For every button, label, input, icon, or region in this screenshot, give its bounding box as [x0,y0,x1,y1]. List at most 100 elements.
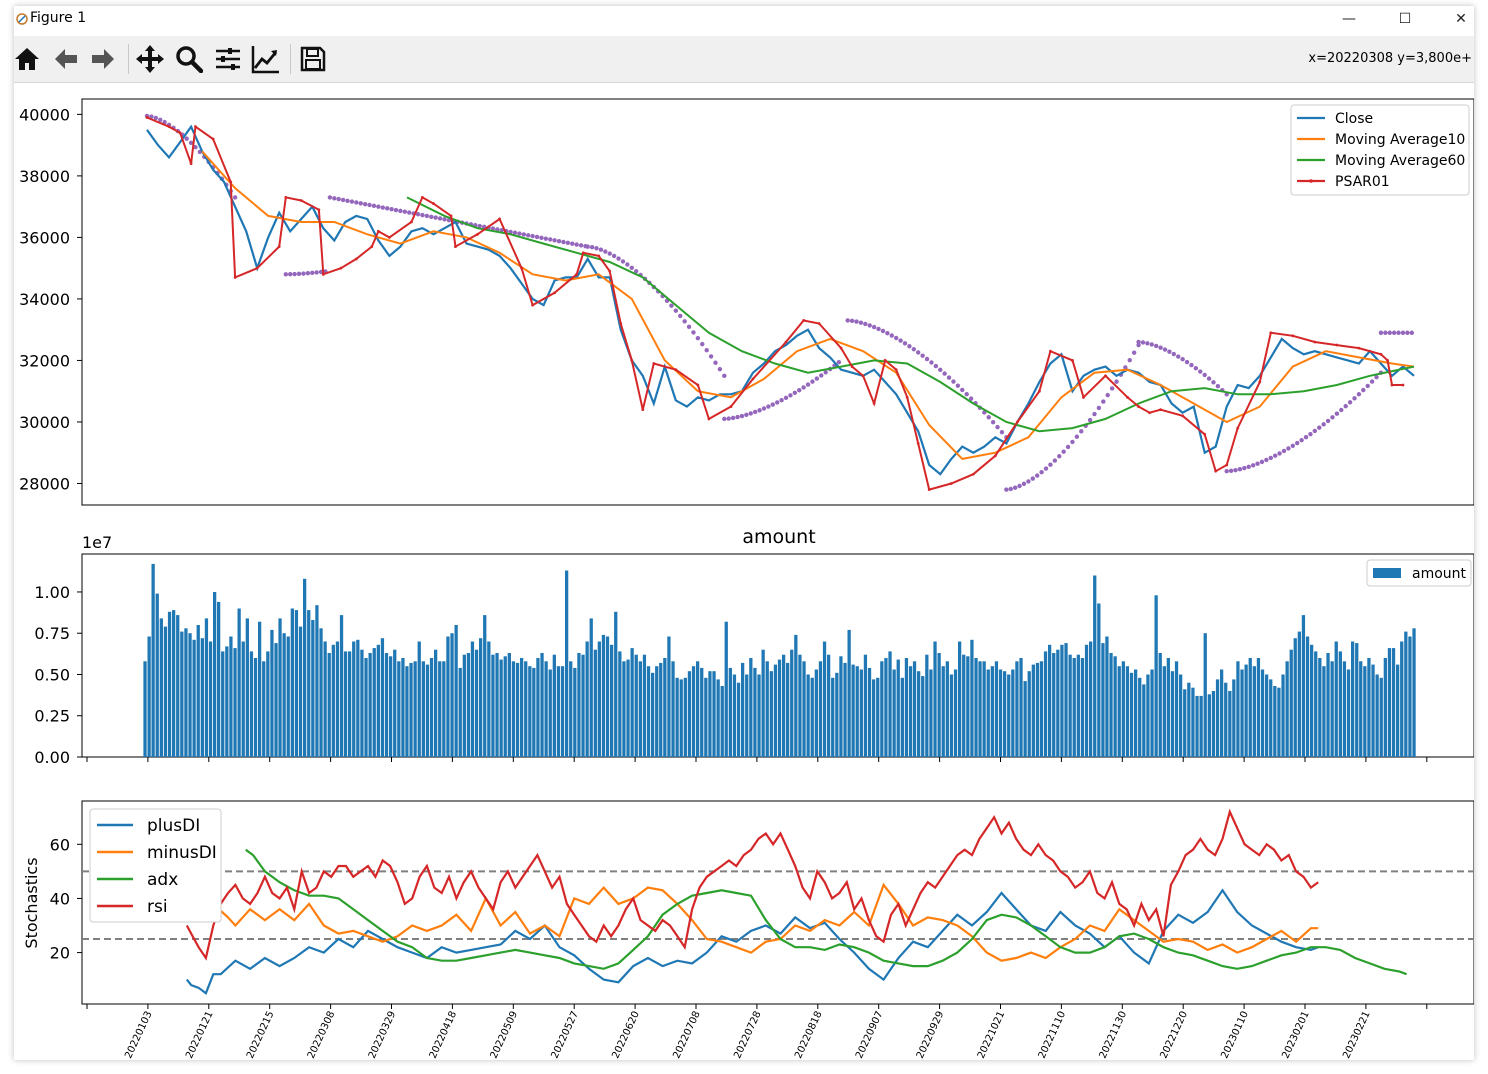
amount-bar [663,658,667,757]
amount-bar [343,651,348,757]
amount-bar [167,611,172,757]
psar-marker [722,416,727,422]
legend-marker-psar01 [1309,179,1313,183]
amount-bar [335,641,340,757]
psar-marker [1162,347,1168,352]
amount-bar [1052,653,1056,757]
amount-bar [855,666,859,757]
psar-marker [1365,383,1370,389]
amount-bar [671,661,675,757]
amount-bar [1023,681,1027,757]
amount-bar [397,661,401,757]
figure-canvas[interactable]: 28000 30000 32000 34000 36000 38000 40000 Clos… [14,83,1474,1060]
amount-bar [1076,654,1080,757]
psar01-point [784,340,788,344]
psar-marker [574,242,579,247]
amount-bar [917,671,921,757]
psar-marker [1369,379,1375,384]
home-button[interactable] [10,42,44,76]
psar-marker [283,272,289,277]
psar01-point [194,125,197,129]
amount-bar [327,653,331,757]
amount-bar [560,666,565,757]
psar-marker [1281,448,1287,454]
psar-marker [296,271,302,277]
minimize-button[interactable]: — [1342,11,1356,27]
stochastics-x-tick-label: 20220620 [610,1010,641,1060]
price-y-tick-label: 38000 [19,167,70,186]
amount-bar [970,639,974,757]
psar01-point [432,202,435,205]
psar01-point [1269,331,1273,335]
amount-bar [1363,666,1367,757]
zoom-button[interactable] [172,42,206,76]
psar-marker [726,416,731,421]
amount-bar [626,659,630,757]
amount-bar [303,578,307,757]
amount-bar [1248,658,1252,757]
psar-marker [1198,369,1203,374]
psar01-point [729,405,733,408]
stochastics-x-tick-label: 20220929 [915,1010,946,1060]
price-y-tick-label: 30000 [19,413,70,432]
forward-button[interactable] [86,42,120,76]
psar-marker [1334,411,1340,416]
psar-marker [1176,354,1181,359]
psar-marker [362,201,368,207]
psar-marker [911,347,917,352]
amount-bar [1084,644,1089,757]
psar-marker [682,319,687,324]
series-line-rsi [185,808,1319,961]
psar01-point [993,454,997,458]
stochastics-x-tick-label: 20230221 [1341,1010,1372,1060]
amount-bar [315,605,319,757]
psar-marker [1136,339,1141,345]
edit-axis-button[interactable] [249,42,283,76]
psar01-point [927,488,931,492]
series-line-moving-average60 [406,196,1415,433]
home-icon [15,48,39,70]
amount-y-tick-label: 0.75 [34,624,70,643]
stochastics-legend-box [89,808,222,923]
maximize-button[interactable]: ☐ [1398,11,1412,27]
psar-marker [766,404,771,409]
amount-bar [1359,661,1363,757]
psar-marker [389,207,394,212]
amount-bar [1150,669,1154,757]
pan-button[interactable] [133,42,167,76]
psar-marker [512,230,518,235]
psar-marker [407,210,412,215]
psar-marker [1127,357,1132,363]
psar-marker [499,228,504,233]
psar-marker [722,373,727,379]
configure-subplots-button[interactable] [211,42,245,76]
amount-bar [307,610,311,757]
amount-bar [749,658,753,757]
psar-marker [629,265,634,270]
psar-marker [433,215,438,220]
psar-marker [402,209,408,214]
price-legend-entries: Close Moving Average10 Moving Average60 PSA… [1297,111,1465,190]
amount-bar [258,621,262,757]
stochastics-legend: plusDI minusDI adx rsi [89,808,222,923]
amount-y-tick-label: 1.00 [34,583,70,602]
back-button[interactable] [49,42,83,76]
amount-bar [270,629,274,757]
psar-marker [1149,342,1154,347]
psar-marker [920,353,925,358]
psar-marker [1347,400,1353,405]
amount-bar [1199,695,1203,757]
psar01-point [850,365,854,368]
psar-marker [836,359,842,365]
save-button[interactable] [296,42,330,76]
psar-marker [420,212,425,218]
amount-bar [1211,691,1216,757]
close-button[interactable]: ✕ [1455,11,1467,27]
amount-bar [229,636,233,757]
amount-bar [278,618,282,757]
amount-bar [151,563,155,757]
stochastics-lines [185,808,1407,995]
psar01-point [949,482,953,485]
amount-legend-label: amount [1412,566,1467,582]
psar-marker [1012,485,1018,490]
